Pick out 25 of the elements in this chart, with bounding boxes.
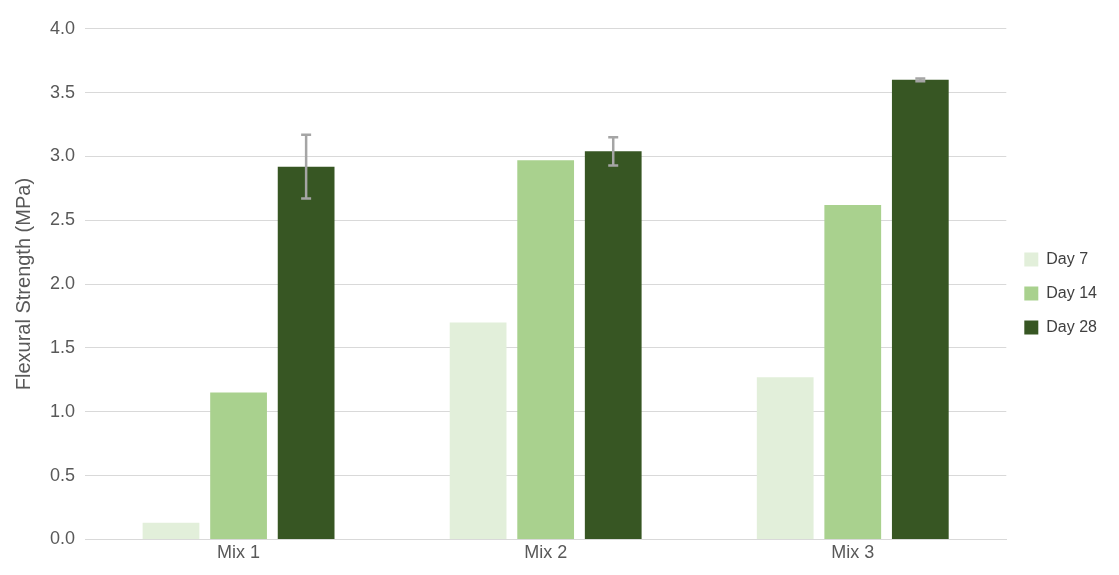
y-tick-label: 3.5 (49, 81, 76, 102)
legend-label: Day 7 (1046, 249, 1089, 267)
y-axis-title: Flexural Strength (MPa) (11, 177, 34, 391)
y-tick-label: 1.0 (49, 400, 76, 421)
y-tick-label: 0.5 (49, 464, 76, 485)
bar (142, 522, 200, 539)
bar (584, 151, 642, 539)
y-tick-label: 1.5 (49, 336, 76, 357)
legend-label: Day 28 (1046, 317, 1098, 335)
y-tick-label: 0.0 (49, 528, 76, 549)
x-tick-label: Mix 2 (524, 542, 568, 563)
bar (756, 377, 814, 539)
bar (449, 322, 507, 539)
x-tick-label: Mix 3 (831, 542, 875, 563)
legend-label: Day 14 (1046, 283, 1098, 301)
x-tick-label: Mix 1 (217, 542, 261, 563)
bar (824, 204, 882, 539)
bar (517, 160, 575, 539)
y-tick-label: 2.5 (49, 209, 76, 230)
y-tick-label: 3.0 (49, 145, 76, 166)
bar (210, 392, 267, 539)
y-tick-label: 2.0 (49, 273, 76, 294)
bar (277, 166, 335, 539)
bar (891, 79, 949, 539)
y-tick-label: 4.0 (49, 17, 76, 38)
